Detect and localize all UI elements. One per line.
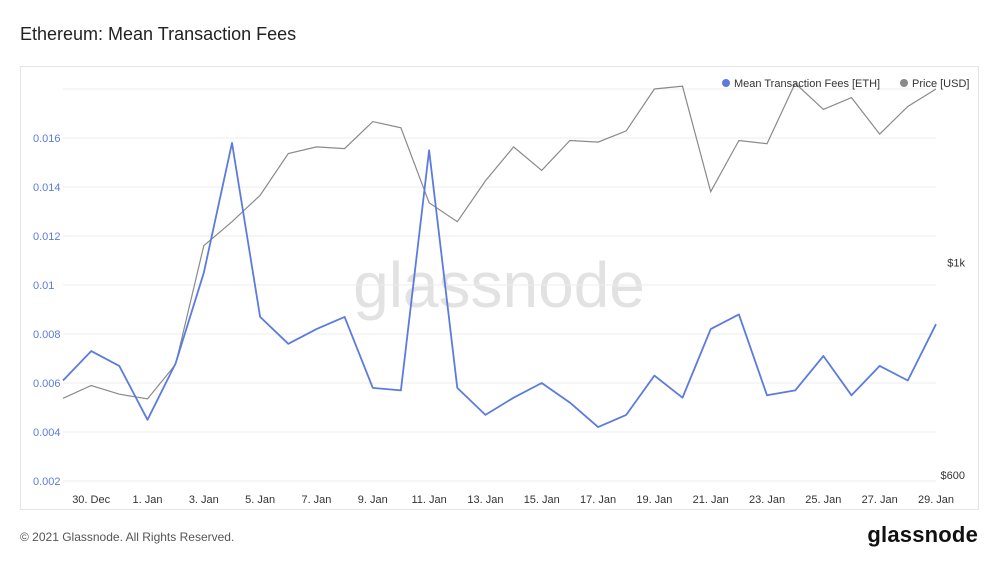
y-left-tick-label: 0.012	[33, 231, 61, 243]
x-tick-label: 23. Jan	[749, 494, 785, 506]
x-tick-label: 30. Dec	[72, 494, 110, 506]
x-tick-label: 25. Jan	[805, 494, 841, 506]
series-lines	[62, 82, 937, 429]
y-left-tick-label: 0.016	[33, 133, 61, 145]
legend-marker-fees	[722, 79, 730, 87]
chart-frame: glassnode 0.002 0.004 0.006 0.008 0.01 0.012 0…	[20, 66, 979, 510]
x-tick-label: 5. Jan	[245, 494, 275, 506]
x-tick-label: 11. Jan	[411, 494, 446, 506]
y-right-tick-label: $1k	[947, 257, 965, 269]
legend-label-fees: Mean Transaction Fees [ETH]	[734, 78, 880, 90]
legend-label-price: Price [USD]	[912, 78, 969, 90]
legend: Mean Transaction Fees [ETH] Price [USD]	[722, 78, 969, 90]
x-tick-label: 15. Jan	[524, 494, 560, 506]
footer-logo[interactable]: glassnode	[867, 522, 978, 547]
x-tick-label: 13. Jan	[467, 494, 503, 506]
x-tick-label: 19. Jan	[636, 494, 672, 506]
y-right-tick-label: $600	[941, 470, 965, 482]
y-left-tick-label: 0.006	[33, 378, 61, 390]
x-axis: 30. Dec 1. Jan 3. Jan 5. Jan 7. Jan 9. Jan 11.…	[72, 494, 954, 506]
x-tick-label: 1. Jan	[132, 494, 162, 506]
y-left-tick-label: 0.014	[33, 182, 61, 194]
y-left-tick-label: 0.002	[33, 476, 61, 488]
y-left-tick-label: 0.01	[33, 280, 54, 292]
y-left-tick-label: 0.008	[33, 329, 61, 341]
x-tick-label: 27. Jan	[862, 494, 898, 506]
x-tick-label: 17. Jan	[580, 494, 616, 506]
series-line-fees	[62, 142, 937, 429]
legend-marker-price	[900, 79, 908, 87]
y-axis-left: 0.002 0.004 0.006 0.008 0.01 0.012 0.014 0.016	[33, 133, 61, 488]
series-line-price	[62, 82, 937, 400]
y-axis-right: $600 $1k	[941, 257, 966, 482]
x-tick-label: 3. Jan	[189, 494, 219, 506]
x-tick-label: 29. Jan	[918, 494, 954, 506]
x-tick-label: 9. Jan	[358, 494, 388, 506]
x-tick-label: 21. Jan	[693, 494, 729, 506]
grid-lines	[63, 88, 936, 482]
chart-svg: glassnode 0.0020.0040.0060.0080.010.0120…	[33, 78, 969, 506]
y-left-tick-label: 0.004	[33, 427, 61, 439]
x-tick-label: 7. Jan	[301, 494, 331, 506]
page-title: Ethereum: Mean Transaction Fees	[20, 24, 297, 44]
footer-copyright: © 2021 Glassnode. All Rights Reserved.	[20, 530, 235, 544]
